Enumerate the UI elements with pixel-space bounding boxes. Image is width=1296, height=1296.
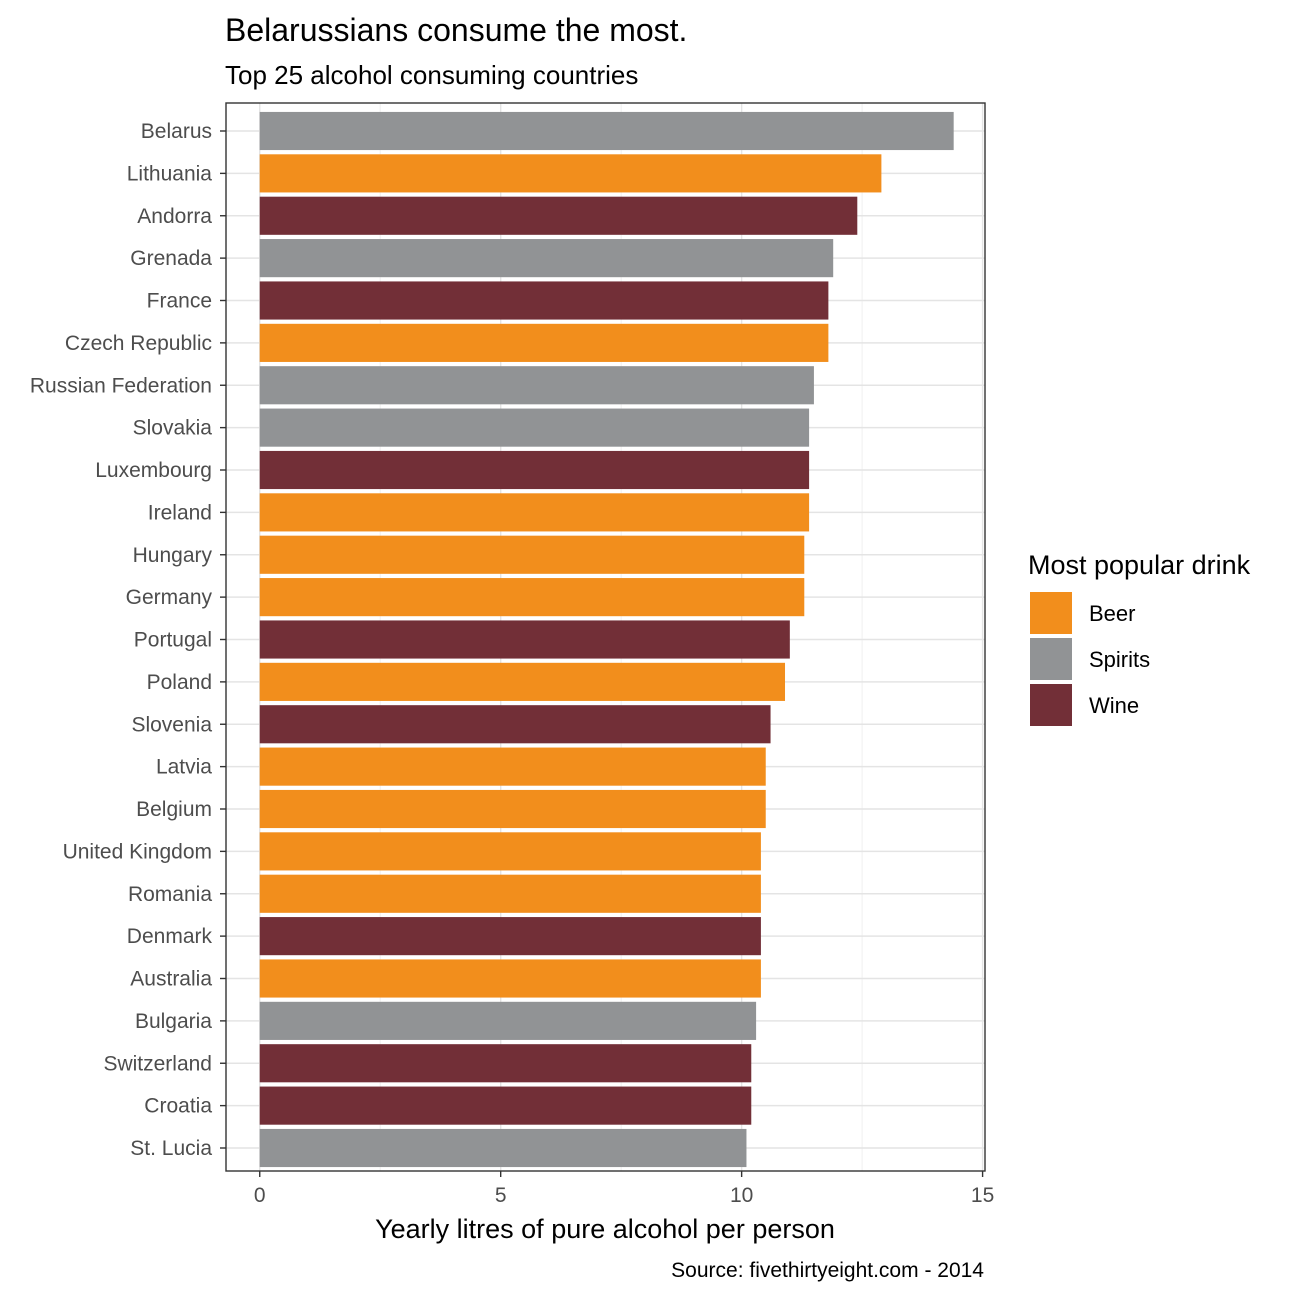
category-label: Poland [147,671,212,694]
bar [259,111,954,151]
bar [259,747,766,786]
category-label: Andorra [137,205,212,228]
legend-label: Wine [1089,693,1139,718]
legend-swatch [1030,592,1072,634]
legend-label: Spirits [1089,647,1150,672]
bar [259,196,858,235]
bar [259,493,810,532]
panel-border [225,102,986,1172]
category-label: St. Lucia [130,1137,212,1160]
category-label: Australia [130,968,212,991]
category-label: Portugal [134,629,212,652]
category-label: Belarus [141,120,212,143]
category-label: Romania [128,883,212,906]
legend-title: Most popular drink [1028,550,1251,580]
x-tick-label: 10 [730,1184,753,1207]
x-axis-title: Yearly litres of pure alcohol per person [375,1214,835,1244]
x-tick-label: 0 [254,1184,266,1207]
category-label: Denmark [127,925,213,948]
category-label: Latvia [156,756,212,779]
bar [259,832,761,871]
category-label: United Kingdom [63,840,212,863]
bar [259,874,761,913]
value-axis: 0 5 10 15 [254,1171,994,1207]
category-label: Hungary [133,544,213,567]
category-label: Grenada [130,247,212,270]
source-caption: Source: fivethirtyeight.com - 2014 [671,1259,984,1282]
x-tick-label: 15 [971,1184,994,1207]
bar [259,789,766,829]
category-label: Czech Republic [65,332,212,355]
legend-label: Beer [1089,601,1135,626]
bar [259,662,786,701]
category-label: Slovakia [133,417,213,440]
legend-swatch [1030,638,1072,680]
category-axis: Belarus Lithuania Andorra Grenada France Czec… [30,120,226,1160]
category-label: Bulgaria [135,1010,212,1033]
bar [259,705,771,744]
bar [259,154,882,193]
category-label: Germany [126,586,213,609]
bar [259,408,810,447]
bar [259,1001,757,1040]
category-label: Russian Federation [30,374,212,397]
bar [259,1128,747,1168]
bar [259,323,829,362]
category-label: Luxembourg [95,459,212,482]
category-label: Croatia [144,1095,212,1118]
bar [259,281,829,320]
bar [259,917,761,956]
legend-swatch [1030,684,1072,726]
category-label: Slovenia [131,713,212,736]
bar [259,1086,752,1125]
bar [259,959,761,998]
bar [259,535,805,574]
chart-title: Belarussians consume the most. [225,12,687,48]
category-label: Belgium [136,798,212,821]
bar [259,620,790,659]
bar [259,239,834,278]
category-label: France [147,290,212,313]
chart-subtitle: Top 25 alcohol consuming countries [225,60,638,90]
bar [259,1044,752,1083]
bar [259,366,814,405]
bar [259,578,805,617]
x-tick-label: 5 [495,1184,507,1207]
bar [259,450,810,490]
legend: Most popular drink Beer Spirits Wine [1028,550,1251,726]
category-label: Switzerland [103,1052,212,1075]
bars [259,111,954,1168]
category-label: Lithuania [127,162,213,185]
category-label: Ireland [148,501,212,524]
